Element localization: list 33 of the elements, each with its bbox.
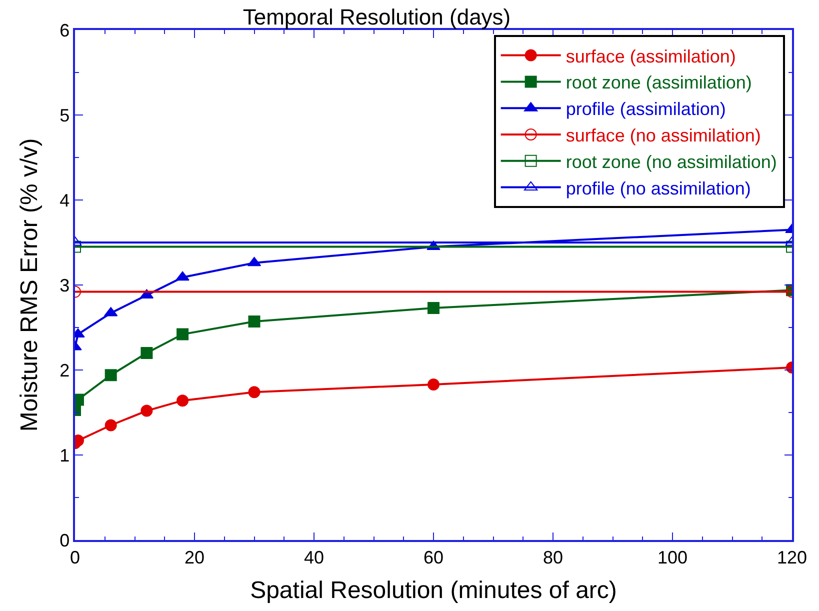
legend-label: root zone (assimilation): [566, 72, 752, 93]
chart-title: Temporal Resolution (days): [242, 4, 511, 30]
x-tick-label: 120: [776, 547, 808, 568]
x-tick-label: 40: [304, 547, 324, 568]
x-tick-label: 60: [423, 547, 444, 568]
point: [428, 302, 440, 314]
legend-label: profile (assimilation): [566, 99, 726, 120]
point: [176, 328, 189, 340]
point: [176, 394, 189, 407]
y-axis-title: Moisture RMS Error (% v/v): [16, 138, 44, 432]
point: [140, 404, 153, 417]
point: [176, 271, 190, 281]
x-tick-label: 20: [184, 547, 205, 568]
point: [248, 316, 260, 328]
y-tick-label: 6: [60, 20, 70, 40]
legend-label: root zone (no assimilation): [566, 152, 777, 172]
legend-label: surface (assimilation): [566, 46, 736, 66]
y-tick-label: 0: [60, 530, 70, 550]
y-tick-label: 1: [60, 445, 70, 466]
x-axis-title: Spatial Resolution (minutes of arc): [250, 577, 617, 604]
point: [248, 386, 260, 398]
y-tick-label: 5: [60, 105, 70, 126]
y-tick-label: 3: [60, 275, 70, 296]
legend-label: profile (no assimilation): [566, 178, 751, 198]
y-tick-label: 2: [60, 360, 70, 380]
point: [140, 347, 153, 359]
x-tick-label: 100: [657, 547, 688, 568]
x-tick-label: 80: [542, 547, 564, 568]
legend-label: surface (no assimilation): [566, 126, 761, 146]
point: [104, 419, 117, 432]
y-tick-label: 4: [60, 190, 70, 210]
point: [428, 378, 440, 390]
point: [104, 369, 117, 382]
